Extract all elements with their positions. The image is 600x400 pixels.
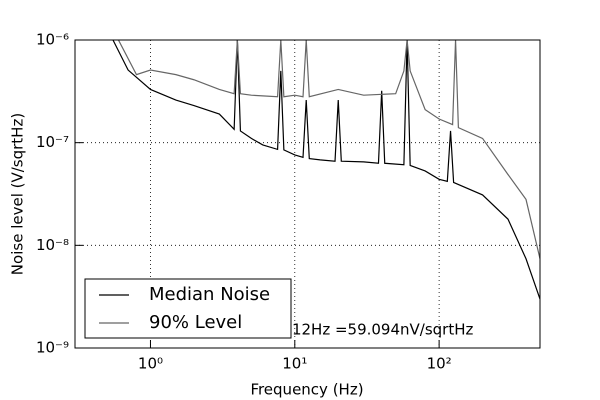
x-axis-label: Frequency (Hz) bbox=[250, 381, 363, 399]
y-tick-label: 10⁻⁶ bbox=[36, 31, 69, 49]
y-axis-label: Noise level (V/sqrtHz) bbox=[9, 113, 27, 275]
y-tick-label: 10⁻⁹ bbox=[36, 339, 69, 357]
y-tick-label: 10⁻⁷ bbox=[36, 133, 69, 151]
legend: Median Noise 90% Level bbox=[84, 278, 292, 339]
x-tick-label: 10⁰ bbox=[138, 355, 163, 373]
series-line bbox=[117, 40, 540, 259]
plot-frame bbox=[74, 39, 541, 349]
annotation: 5-12Hz =59.094nV/sqrtHz bbox=[277, 321, 474, 339]
plot-lines bbox=[112, 40, 540, 300]
legend-box bbox=[84, 278, 292, 339]
y-tick-label: 10⁻⁸ bbox=[36, 236, 69, 254]
series-line bbox=[112, 40, 540, 300]
legend-label: 90% Level bbox=[149, 312, 242, 333]
x-tick-label: 10² bbox=[427, 355, 452, 373]
legend-label: Median Noise bbox=[149, 284, 270, 305]
x-tick-label: 10¹ bbox=[282, 355, 307, 373]
ticks: 10⁰ 10¹ 10² 10⁻⁹ 10⁻⁸ 10⁻⁷ 10⁻⁶ bbox=[36, 31, 452, 373]
